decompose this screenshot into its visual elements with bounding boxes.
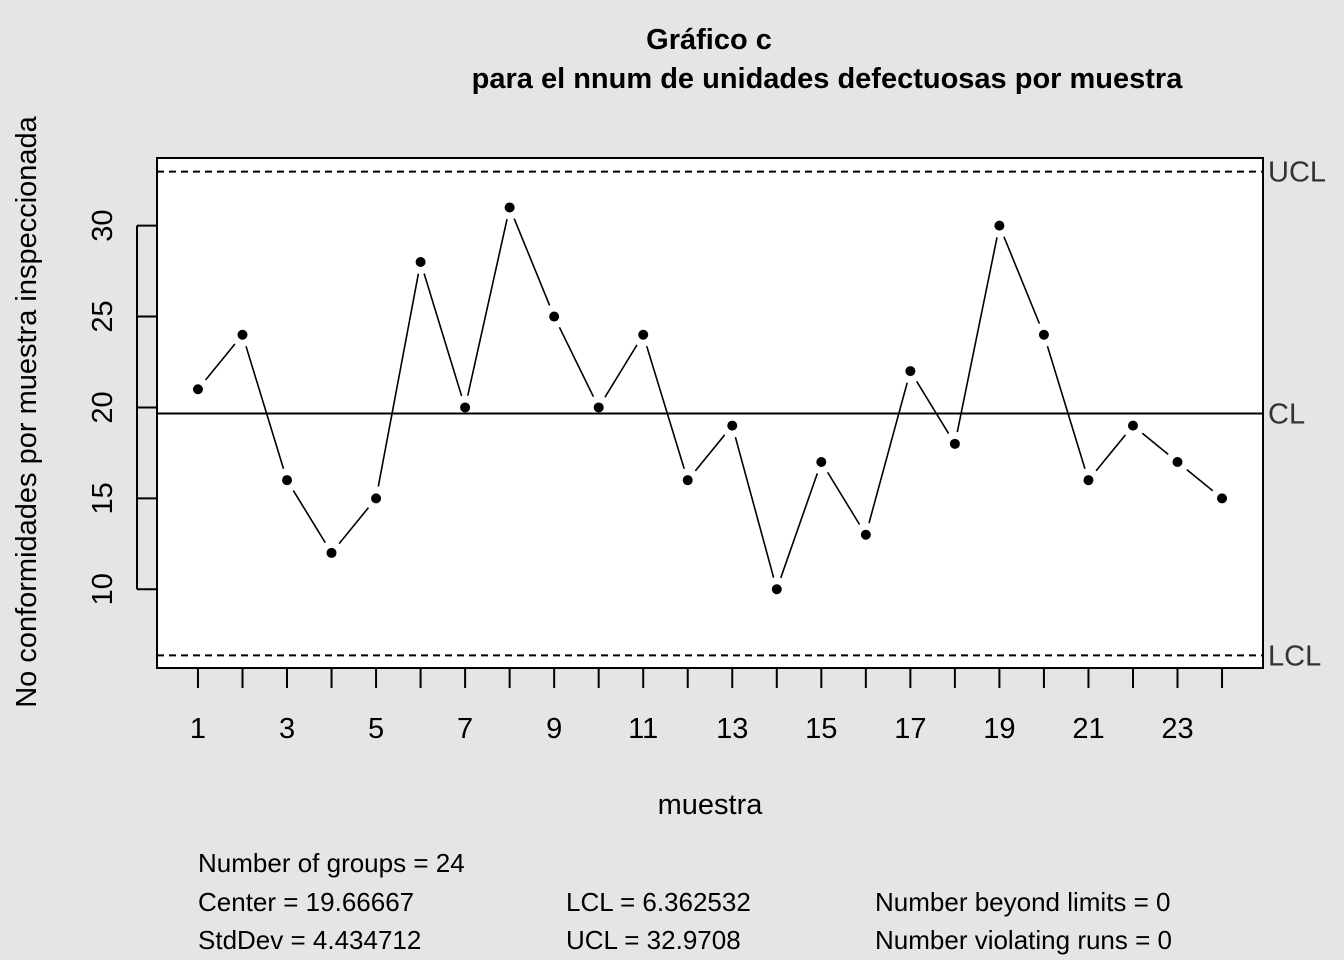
data-point-14 [771,584,782,595]
series-segment [604,344,638,398]
data-point-22 [1127,420,1138,431]
data-point-6 [415,257,426,267]
x-tick-label: 17 [894,713,926,745]
data-point-4 [326,547,337,558]
data-point-15 [816,457,827,467]
series-segment [513,218,551,306]
series-segment [292,489,326,544]
data-point-7 [460,402,471,413]
series-segment [204,343,236,381]
y-tick-label: 10 [87,573,119,605]
data-point-8 [504,202,515,213]
stats-beyond-limits: Number beyond limits = 0 [875,887,1171,917]
series-segment [826,471,861,525]
chart-title-line1: Gráfico c [646,24,772,56]
series-segment [915,380,950,435]
y-tick-label: 15 [87,482,119,514]
x-tick-label: 11 [628,713,658,745]
ucl-label: UCL [1268,157,1326,189]
series-segment [868,382,908,524]
data-point-11 [638,329,649,340]
stats-violating-runs: Number violating runs = 0 [875,925,1172,955]
data-point-12 [682,475,693,486]
series-segment [1186,468,1214,492]
data-point-10 [593,402,604,413]
series-segment [466,218,508,396]
data-point-5 [371,493,382,504]
stats-lcl: LCL = 6.362532 [566,887,751,917]
data-point-23 [1172,457,1183,467]
series-segment [1046,345,1086,469]
y-axis-label: No conformidades por muestra inspecciona… [11,115,43,707]
data-point-20 [1038,329,1049,340]
series-segment [377,273,420,487]
lcl-label: LCL [1268,640,1321,672]
data-point-18 [949,438,960,449]
series-segment [779,473,819,579]
x-tick-label: 3 [279,713,295,745]
y-tick-label: 20 [87,391,119,423]
data-point-9 [549,311,560,322]
stats-ucl: UCL = 32.9708 [566,925,741,955]
data-point-1 [192,384,203,395]
data-point-17 [905,366,916,377]
series-segment [423,273,463,397]
series-segment [956,237,998,433]
x-tick-label: 7 [457,713,473,745]
series-segment [558,326,595,398]
series-segment [734,437,775,578]
series-segment [694,434,726,472]
data-point-13 [727,420,738,431]
x-tick-label: 1 [190,713,206,745]
x-tick-label: 5 [368,713,384,745]
data-point-19 [994,220,1005,231]
data-point-3 [282,475,293,486]
data-point-16 [860,529,871,540]
series-segment [245,345,285,469]
series-segment [645,345,685,469]
data-point-2 [237,329,248,340]
x-tick-label: 15 [805,713,837,745]
data-point-24 [1217,493,1228,504]
x-tick-label: 9 [546,713,562,745]
x-tick-label: 13 [716,713,748,745]
stats-center: Center = 19.66667 [198,887,414,917]
stats-stddev: StdDev = 4.434712 [198,925,421,955]
cl-label: CL [1268,399,1305,431]
series-segment [1003,236,1041,324]
x-tick-label: 19 [983,713,1015,745]
series-segment [1095,434,1127,472]
x-tick-label: 23 [1161,713,1193,745]
stats-groups: Number of groups = 24 [198,848,465,878]
data-point-21 [1083,475,1094,486]
y-tick-label: 30 [87,210,119,242]
x-axis-label: muestra [658,789,764,821]
series-segment [338,507,370,545]
chart-title-line2: para el nnum de unidades defectuosas por… [472,63,1184,95]
y-tick-label: 25 [87,300,119,332]
stats-block: Number of groups = 24 Center = 19.66667 … [198,848,1172,955]
series-segment [1141,432,1169,456]
x-tick-label: 21 [1072,713,1104,745]
